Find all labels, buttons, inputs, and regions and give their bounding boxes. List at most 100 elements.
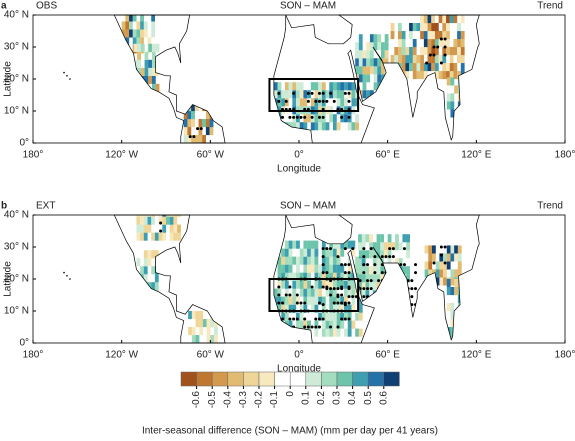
stipple xyxy=(317,325,321,329)
field-cell xyxy=(321,248,326,257)
colorbar-tick-label: 0.3 xyxy=(332,391,343,405)
field-cell xyxy=(314,288,319,297)
stipple xyxy=(347,287,351,291)
stipple xyxy=(329,293,333,297)
field-cell xyxy=(169,232,174,241)
field-cell xyxy=(438,15,443,24)
field-cell xyxy=(355,256,359,265)
field-cell xyxy=(443,269,447,278)
field-cell xyxy=(336,248,341,257)
field xyxy=(136,215,462,343)
stipple xyxy=(299,115,303,119)
field-cell xyxy=(347,82,352,91)
stipple xyxy=(380,279,384,283)
stipple xyxy=(284,293,288,297)
field-cell xyxy=(366,50,371,59)
field-cell xyxy=(299,256,304,265)
field-cell xyxy=(442,31,447,40)
field-cell xyxy=(321,122,326,131)
stipple xyxy=(317,99,321,103)
field-cell xyxy=(435,261,440,270)
field-cell xyxy=(398,282,403,291)
field-cell xyxy=(307,256,311,265)
field-cell xyxy=(361,250,366,259)
stipple xyxy=(314,99,318,103)
stipple xyxy=(303,317,307,321)
field-cell xyxy=(358,328,363,337)
field-cell xyxy=(450,269,455,278)
field-cell xyxy=(169,224,174,233)
field-cell xyxy=(380,250,385,259)
field-cell xyxy=(144,83,149,92)
field-cell xyxy=(383,290,388,299)
field-cell xyxy=(434,31,439,40)
field-cell xyxy=(340,296,345,305)
x-tick-label: 0° xyxy=(294,350,304,361)
field-cell xyxy=(332,288,337,297)
stipple xyxy=(292,325,296,329)
field-cell xyxy=(321,82,326,91)
colorbar-tick-label: 0.1 xyxy=(300,391,311,405)
field-cell xyxy=(143,250,148,259)
field-cell xyxy=(325,272,330,281)
field-cell xyxy=(199,327,204,336)
field-cell xyxy=(329,272,334,281)
stipple xyxy=(428,53,432,57)
field-cell xyxy=(423,23,428,32)
field-cell xyxy=(361,290,366,299)
field-cell xyxy=(446,261,451,270)
x-axis-label: Longitude xyxy=(277,164,321,175)
field-cell xyxy=(336,304,341,313)
field-cell xyxy=(457,261,462,270)
stipple xyxy=(281,115,285,119)
field-cell xyxy=(435,269,440,278)
field-cell xyxy=(307,114,311,123)
field-cell xyxy=(372,250,377,259)
y-tick-label: 10° N xyxy=(4,306,29,317)
stipple xyxy=(329,247,333,251)
field-cell xyxy=(358,74,363,83)
stipple xyxy=(395,287,399,291)
field-cell xyxy=(151,216,156,225)
field-cell xyxy=(132,29,137,38)
field-cell xyxy=(380,258,385,267)
field-cell xyxy=(369,274,373,283)
field-cell xyxy=(454,279,458,288)
field-cell xyxy=(296,240,300,249)
field-cell xyxy=(336,272,341,281)
field-cell xyxy=(372,274,377,283)
field-cell xyxy=(303,240,308,249)
field-cell xyxy=(194,103,199,112)
stipple xyxy=(303,115,307,119)
stipple xyxy=(439,245,443,249)
stipple xyxy=(269,115,273,119)
field-cell xyxy=(457,311,462,320)
field-cell xyxy=(362,66,367,75)
stipple xyxy=(277,99,281,103)
field-cell xyxy=(398,31,402,40)
field-cell xyxy=(340,264,345,273)
field-cell xyxy=(355,66,359,75)
field-cell xyxy=(432,245,436,254)
field-cell xyxy=(136,274,141,283)
stipple xyxy=(317,91,321,95)
field-cell xyxy=(390,31,395,40)
field-cell xyxy=(299,312,304,321)
field-cell xyxy=(412,47,417,56)
field-cell xyxy=(321,328,326,337)
field-cell xyxy=(325,122,330,131)
field-cell xyxy=(358,258,362,267)
field-cell xyxy=(434,39,439,48)
field-cell xyxy=(442,39,447,48)
field-cell xyxy=(434,47,439,56)
field-cell xyxy=(380,290,385,299)
field-cell xyxy=(351,98,356,107)
field-cell xyxy=(358,312,363,321)
stipple xyxy=(388,255,392,259)
stipple xyxy=(303,325,307,329)
field-cell xyxy=(325,328,330,337)
field-cell xyxy=(133,83,138,92)
field-cell xyxy=(143,274,148,283)
stipple xyxy=(303,301,307,305)
field-cell xyxy=(183,135,188,143)
